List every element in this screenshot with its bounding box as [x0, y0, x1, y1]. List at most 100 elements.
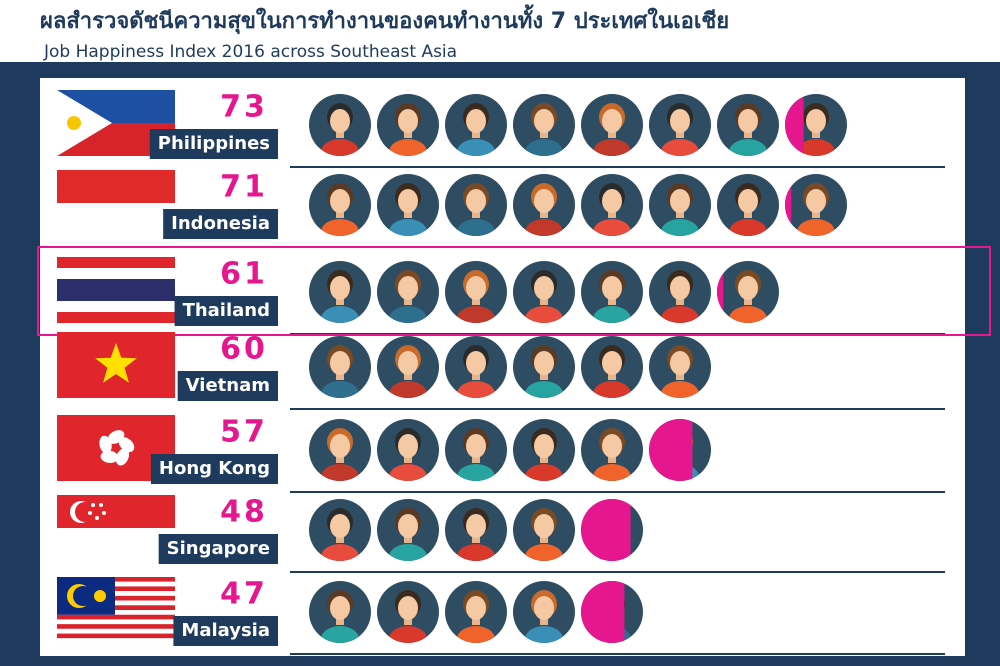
flag — [57, 332, 175, 398]
person-icon — [581, 261, 643, 323]
icon-neck — [540, 454, 548, 463]
icon-face — [670, 189, 690, 213]
person-icon — [309, 336, 371, 398]
person-icon — [581, 336, 643, 398]
flag-part — [57, 90, 112, 156]
person-icon — [513, 94, 575, 156]
icon-neck — [336, 371, 344, 380]
icon-face — [806, 189, 826, 213]
icon-body — [525, 464, 563, 481]
icon-face — [398, 276, 418, 300]
icon-body — [593, 306, 631, 323]
icon-body — [729, 139, 767, 156]
person-icon — [581, 419, 643, 481]
icon-neck — [336, 296, 344, 305]
icon-body — [389, 544, 427, 561]
icon-figure — [661, 345, 699, 398]
icon-face — [330, 596, 350, 620]
icon-body — [525, 306, 563, 323]
icon-body — [525, 544, 563, 561]
flag-part — [57, 170, 175, 203]
icon-figure — [717, 261, 767, 323]
flag-part — [102, 511, 106, 515]
icon-face — [534, 434, 554, 458]
flag-part — [57, 268, 175, 279]
person-icon — [649, 174, 711, 236]
country-label: Vietnam — [186, 375, 270, 396]
person-icon — [649, 336, 711, 398]
country-label: Singapore — [167, 538, 270, 559]
icon-face — [466, 189, 486, 213]
icon-body — [457, 306, 495, 323]
icon-body — [729, 219, 767, 236]
icon-body — [525, 381, 563, 398]
flag-part — [57, 581, 175, 587]
icon-figure — [525, 270, 563, 323]
value-label: 61 — [220, 257, 268, 292]
icon-face — [466, 596, 486, 620]
icon-neck — [404, 129, 412, 138]
icon-figure — [785, 94, 835, 156]
icon-body — [661, 139, 699, 156]
flag-part — [115, 448, 130, 466]
rows: 73 Philippines 71 Indonesia 61 Thailand 60 Viet… — [37, 90, 991, 655]
icon-figure — [785, 174, 835, 236]
icon-body — [593, 219, 631, 236]
icon-body — [321, 626, 359, 643]
country-row: 61 Thailand — [37, 246, 991, 336]
value-label: 47 — [220, 577, 268, 612]
icon-neck — [336, 534, 344, 543]
icon-body — [593, 139, 631, 156]
flag — [57, 577, 175, 643]
icon-body — [457, 381, 495, 398]
person-icon — [513, 336, 575, 398]
country-label: Hong Kong — [159, 458, 270, 479]
icon-face — [602, 351, 622, 375]
flag-part — [57, 638, 175, 643]
person-icon — [377, 94, 439, 156]
person-icon — [309, 499, 371, 561]
flag-part — [57, 600, 175, 606]
flag-part — [57, 628, 175, 634]
flag-part — [57, 577, 175, 582]
chart-subtitle: Job Happiness Index 2016 across Southeas… — [43, 42, 457, 62]
icon-figure — [321, 590, 359, 643]
icon-neck — [472, 534, 480, 543]
icon-figure — [457, 428, 495, 481]
icon-face — [398, 514, 418, 538]
label-box — [177, 371, 278, 401]
icon-figure — [593, 103, 631, 156]
icon-face — [330, 351, 350, 375]
country-label: Philippines — [158, 133, 270, 154]
icon-neck — [336, 454, 344, 463]
label-box — [173, 616, 278, 646]
icon-partial — [785, 174, 792, 236]
icon-face — [602, 276, 622, 300]
icon-face — [398, 109, 418, 133]
person-icon — [445, 419, 507, 481]
person-icon — [581, 94, 643, 156]
icon-figure — [389, 103, 427, 156]
icon-partial — [785, 94, 804, 156]
country-row: 73 Philippines — [57, 90, 945, 168]
flag-part — [91, 503, 95, 507]
icon-neck — [744, 296, 752, 305]
icon-body — [457, 139, 495, 156]
person-icon — [445, 499, 507, 561]
icon-body — [321, 139, 359, 156]
icon-face — [534, 514, 554, 538]
flag-part — [99, 435, 112, 454]
icon-face — [534, 109, 554, 133]
person-icon — [377, 419, 439, 481]
flag-part — [75, 502, 95, 522]
icon-body — [525, 219, 563, 236]
icon-neck — [404, 209, 412, 218]
person-icon — [309, 581, 371, 643]
icon-face — [534, 189, 554, 213]
icon-body — [457, 219, 495, 236]
icon-figure — [593, 270, 631, 323]
icon-face — [330, 514, 350, 538]
icon-neck — [540, 616, 548, 625]
flag-part — [118, 437, 135, 453]
icon-body — [389, 626, 427, 643]
